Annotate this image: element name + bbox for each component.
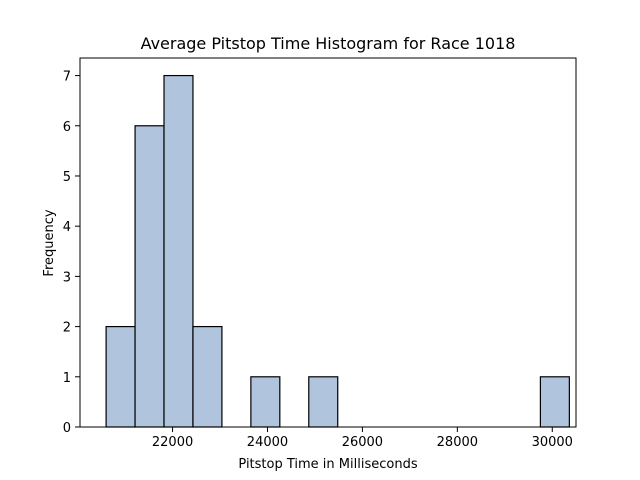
bars-group (105, 74, 570, 428)
y-tick-label: 5 (63, 170, 71, 185)
y-tick-label: 1 (63, 371, 71, 386)
y-tick-label: 3 (63, 270, 71, 285)
x-tick-label: 24000 (247, 435, 288, 450)
x-tick-label: 26000 (342, 435, 383, 450)
y-ticks-group: 0 1 2 3 4 5 6 7 (63, 70, 80, 436)
histogram-bar (163, 74, 194, 428)
y-tick-label: 4 (63, 220, 71, 235)
x-tick-label: 30000 (532, 435, 573, 450)
chart-title: Average Pitstop Time Histogram for Race … (141, 34, 516, 53)
x-axis-label: Pitstop Time in Milliseconds (238, 457, 417, 472)
histogram-bar (192, 325, 223, 428)
x-ticks-group: 22000 24000 26000 28000 30000 (152, 427, 573, 450)
histogram-bar (134, 125, 165, 428)
y-tick-label: 6 (63, 120, 71, 135)
histogram-bar (105, 325, 136, 428)
y-axis-label: Frequency (42, 209, 57, 276)
y-tick-label: 0 (63, 421, 71, 436)
histogram-bar (250, 376, 281, 428)
histogram-bar (539, 376, 570, 428)
y-tick-label: 7 (63, 70, 71, 85)
x-tick-label: 28000 (437, 435, 478, 450)
y-tick-label: 2 (63, 321, 71, 336)
histogram-bar (308, 376, 339, 428)
x-tick-label: 22000 (152, 435, 193, 450)
plot-frame (79, 57, 577, 428)
